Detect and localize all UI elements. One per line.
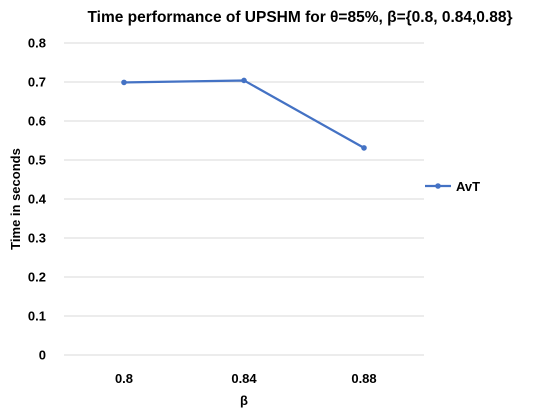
- x-axis-label: β: [240, 393, 248, 408]
- plot-area: [121, 77, 367, 151]
- legend-marker: [435, 183, 441, 189]
- y-tick-label: 0.6: [28, 114, 46, 129]
- data-point: [361, 145, 367, 151]
- legend-entry-avt: AvT: [456, 179, 480, 194]
- grid: [64, 42, 424, 356]
- y-tick-label: 0.2: [28, 270, 46, 285]
- y-tick-label: 0.1: [28, 309, 46, 324]
- legend: AvT: [425, 179, 480, 194]
- y-tick-label: 0: [39, 348, 46, 363]
- y-tick-label: 0.8: [28, 36, 46, 51]
- y-tick-label: 0.5: [28, 153, 46, 168]
- x-axis: 0.8 0.84 0.88: [115, 371, 377, 386]
- x-tick-label: 0.8: [115, 371, 133, 386]
- y-tick-label: 0.7: [28, 75, 46, 90]
- data-point: [121, 79, 127, 86]
- chart-title: Time performance of UPSHM for θ=85%, β={…: [87, 9, 512, 26]
- y-tick-label: 0.3: [28, 231, 46, 246]
- y-tick-label: 0.4: [28, 192, 47, 207]
- x-tick-label: 0.84: [231, 371, 257, 386]
- x-tick-label: 0.88: [351, 371, 376, 386]
- series-line-avt: [123, 79, 365, 149]
- data-point: [241, 77, 247, 84]
- y-axis-label: Time in seconds: [8, 148, 23, 250]
- y-axis: 0 0.1 0.2 0.3 0.4 0.5 0.6 0.7 0.8: [28, 36, 47, 363]
